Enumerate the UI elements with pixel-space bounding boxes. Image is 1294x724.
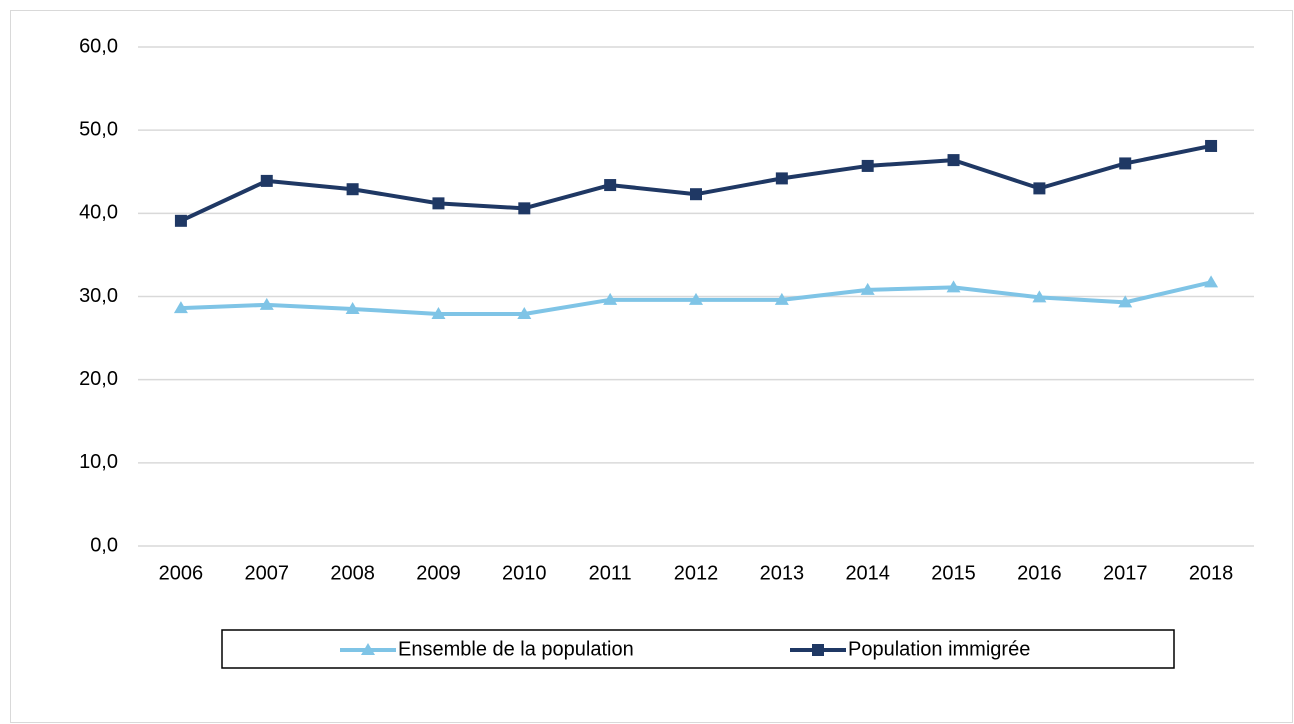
data-point	[517, 306, 532, 319]
data-point	[946, 280, 961, 293]
x-tick-label: 2006	[159, 562, 204, 584]
x-tick-label: 2014	[845, 562, 890, 584]
data-point	[518, 202, 531, 215]
data-point	[774, 292, 789, 305]
data-point	[346, 183, 359, 196]
data-point	[603, 292, 618, 305]
x-tick-label: 2017	[1103, 562, 1148, 584]
y-tick-label: 30,0	[79, 285, 118, 307]
y-tick-label: 0,0	[90, 534, 118, 556]
data-point	[1119, 157, 1132, 170]
data-point	[860, 282, 875, 295]
x-tick-label: 2012	[674, 562, 719, 584]
y-tick-label: 40,0	[79, 202, 118, 224]
chart-border	[10, 10, 1293, 723]
y-tick-label: 60,0	[79, 35, 118, 57]
data-point	[1118, 295, 1133, 308]
data-point	[431, 306, 446, 319]
x-tick-label: 2010	[502, 562, 547, 584]
data-point	[173, 301, 188, 314]
x-tick-label: 2007	[245, 562, 290, 584]
x-tick-label: 2016	[1017, 562, 1062, 584]
data-point	[1032, 290, 1047, 303]
data-point	[604, 179, 617, 192]
y-tick-label: 50,0	[79, 118, 118, 140]
x-tick-label: 2009	[416, 562, 461, 584]
legend-label: Ensemble de la population	[398, 638, 634, 660]
data-point	[947, 154, 960, 167]
data-point	[260, 174, 273, 187]
x-tick-label: 2018	[1189, 562, 1234, 584]
legend-label: Population immigrée	[848, 638, 1030, 660]
series-line	[180, 144, 1212, 223]
data-point	[1033, 182, 1046, 195]
data-point	[861, 159, 874, 172]
data-point	[432, 197, 445, 210]
legend-marker	[361, 643, 375, 655]
data-point	[174, 214, 187, 227]
legend-marker	[812, 644, 824, 656]
data-point	[689, 292, 703, 305]
data-point	[690, 188, 702, 201]
data-point	[1205, 139, 1218, 152]
data-point	[775, 172, 788, 185]
x-tick-label: 2015	[931, 562, 976, 584]
data-point	[345, 301, 360, 314]
x-tick-label: 2011	[589, 562, 632, 584]
data-point	[259, 297, 274, 310]
x-tick-label: 2013	[760, 562, 805, 584]
x-tick-label: 2008	[330, 562, 375, 584]
y-tick-label: 10,0	[79, 451, 118, 473]
y-tick-label: 20,0	[79, 368, 118, 390]
data-point	[1204, 275, 1219, 288]
